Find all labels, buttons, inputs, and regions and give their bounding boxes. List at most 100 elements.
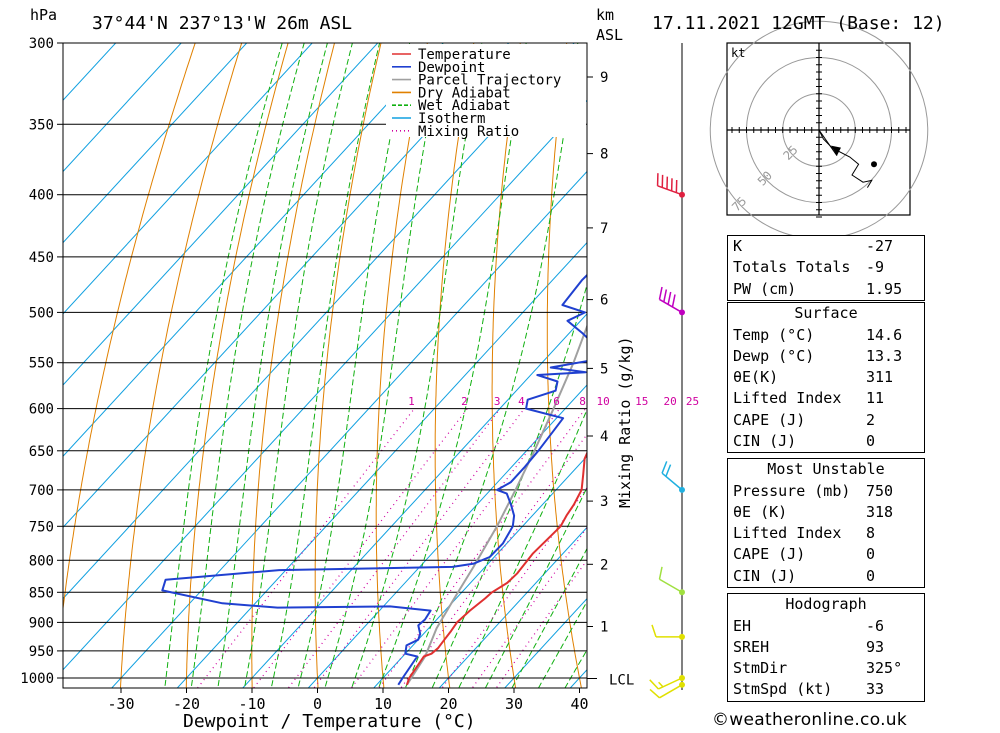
wet-adiabat-lines xyxy=(164,43,587,688)
index-value: 33 xyxy=(866,680,885,699)
index-value: 93 xyxy=(866,637,885,656)
hodograph-trace xyxy=(818,129,873,188)
height-label: 1 xyxy=(600,620,608,636)
hodograph-dot xyxy=(871,161,877,168)
index-value: 11 xyxy=(866,389,885,408)
plot-frame xyxy=(62,42,588,689)
index-row: Totals Totals -9 xyxy=(728,257,924,278)
legend-entry: Mixing Ratio xyxy=(418,124,519,140)
index-value: 0 xyxy=(866,545,876,564)
location-title: 37°44'N 237°13'W 26m ASL xyxy=(92,13,352,34)
pressure-label: 350 xyxy=(29,117,54,133)
pressure-label: 550 xyxy=(29,356,54,372)
x-tick-label: 20 xyxy=(439,695,457,713)
mixing-ratio-label: 2 xyxy=(461,395,468,408)
dry-adiabat-lines xyxy=(63,7,1000,704)
dry-adiabat xyxy=(63,43,196,613)
height-label: 9 xyxy=(600,70,608,86)
pressure-label: 450 xyxy=(29,250,54,266)
lcl-label: LCL xyxy=(609,673,634,689)
wind-barb-staff xyxy=(659,578,683,593)
index-row: Temp (°C) 14.6 xyxy=(728,325,924,346)
index-row: PW (cm) 1.95 xyxy=(728,279,924,300)
wind-barb-staff xyxy=(661,472,683,491)
series-line-parcel-trajectory xyxy=(406,323,587,686)
pressure-label: 1000 xyxy=(20,671,54,687)
height-label: 2 xyxy=(600,557,608,573)
height-label: 6 xyxy=(600,293,608,309)
legend-background xyxy=(386,44,586,137)
index-value: 311 xyxy=(866,368,894,387)
mixing-ratio-line xyxy=(350,408,561,688)
index-label: CAPE (J) xyxy=(733,545,806,564)
wind-barb-flag xyxy=(658,566,663,580)
mixing-ratio-label: 8 xyxy=(579,395,586,408)
index-value: 1.95 xyxy=(866,279,903,298)
most-unstable-title: Most Unstable xyxy=(767,460,885,478)
pressure-label: 900 xyxy=(29,615,54,631)
legend-entry: Temperature xyxy=(418,47,511,63)
wet-adiabat xyxy=(404,43,579,688)
index-value: 0 xyxy=(866,431,876,450)
credit-text[interactable]: ©weatheronline.co.uk xyxy=(712,710,908,730)
mixing-ratio-label: 10 xyxy=(596,395,609,408)
wet-adiabat xyxy=(243,43,353,688)
dry-adiabat xyxy=(936,7,1000,704)
index-row: Pressure (mb) 750 xyxy=(728,481,924,502)
wind-barb-flag xyxy=(649,679,659,690)
mixing-ratio-label: 15 xyxy=(635,395,648,408)
dry-adiabat xyxy=(982,7,1000,704)
wet-adiabat xyxy=(217,43,328,688)
mixing-ratio-labels: 1 2 3 4 6 8 10 15 20 25 xyxy=(408,395,699,408)
index-label: Totals Totals xyxy=(733,258,851,277)
isotherm xyxy=(438,526,587,688)
mixing-ratio-label: 3 xyxy=(494,395,501,408)
storm-motion-arrowhead xyxy=(830,145,841,156)
index-row: Dewp (°C) 13.3 xyxy=(728,346,924,367)
pressure-label: 850 xyxy=(29,585,54,601)
index-label: Lifted Index xyxy=(733,524,842,543)
wet-adiabat xyxy=(324,43,444,688)
pressure-label: 300 xyxy=(29,36,54,52)
wind-barb-flag xyxy=(658,286,663,300)
wet-adiabat xyxy=(458,408,587,688)
legend-entry: Dry Adiabat xyxy=(418,85,511,101)
index-row: CAPE (J) 2 xyxy=(728,410,924,431)
index-label: CIN (J) xyxy=(733,431,797,450)
x-tick-label: -30 xyxy=(107,695,134,713)
isotherm xyxy=(63,43,313,315)
index-row: θE(K) 311 xyxy=(728,367,924,388)
index-value: 2 xyxy=(866,410,876,429)
hodograph-title: Hodograph xyxy=(785,595,867,613)
wind-barb-flag xyxy=(671,294,676,308)
wet-adiabat xyxy=(297,43,411,688)
height-unit-bottom: ASL xyxy=(596,26,623,44)
wet-adiabat xyxy=(484,486,587,688)
x-axis-title: Dewpoint / Temperature (°C) xyxy=(183,711,476,732)
index-value: -27 xyxy=(866,237,894,255)
dry-adiabat xyxy=(546,43,582,688)
series-line-temperature xyxy=(405,450,587,686)
index-value: -9 xyxy=(866,258,885,277)
pressure-label: 600 xyxy=(29,402,54,418)
index-row: SREH 93 xyxy=(728,637,924,658)
index-value: 318 xyxy=(866,502,894,521)
height-label: 8 xyxy=(600,147,608,163)
height-label: 5 xyxy=(600,361,608,377)
profile-lines xyxy=(161,273,587,686)
x-tick-label: 10 xyxy=(374,695,392,713)
mixing-ratio-axis-title: Mixing Ratio (g/kg) xyxy=(616,336,634,508)
isotherm xyxy=(63,43,379,386)
wind-barb-staff xyxy=(657,185,683,196)
isotherm xyxy=(373,455,587,688)
mixing-ratio-label: 4 xyxy=(518,395,525,408)
pressure-label: 500 xyxy=(29,305,54,321)
index-row: StmDir 325° xyxy=(728,658,924,679)
height-label: 7 xyxy=(600,221,608,237)
index-row: Lifted Index 11 xyxy=(728,388,924,409)
wet-adiabat xyxy=(351,43,483,688)
x-tick-label: 40 xyxy=(570,695,588,713)
wind-barb-flag xyxy=(649,688,660,699)
